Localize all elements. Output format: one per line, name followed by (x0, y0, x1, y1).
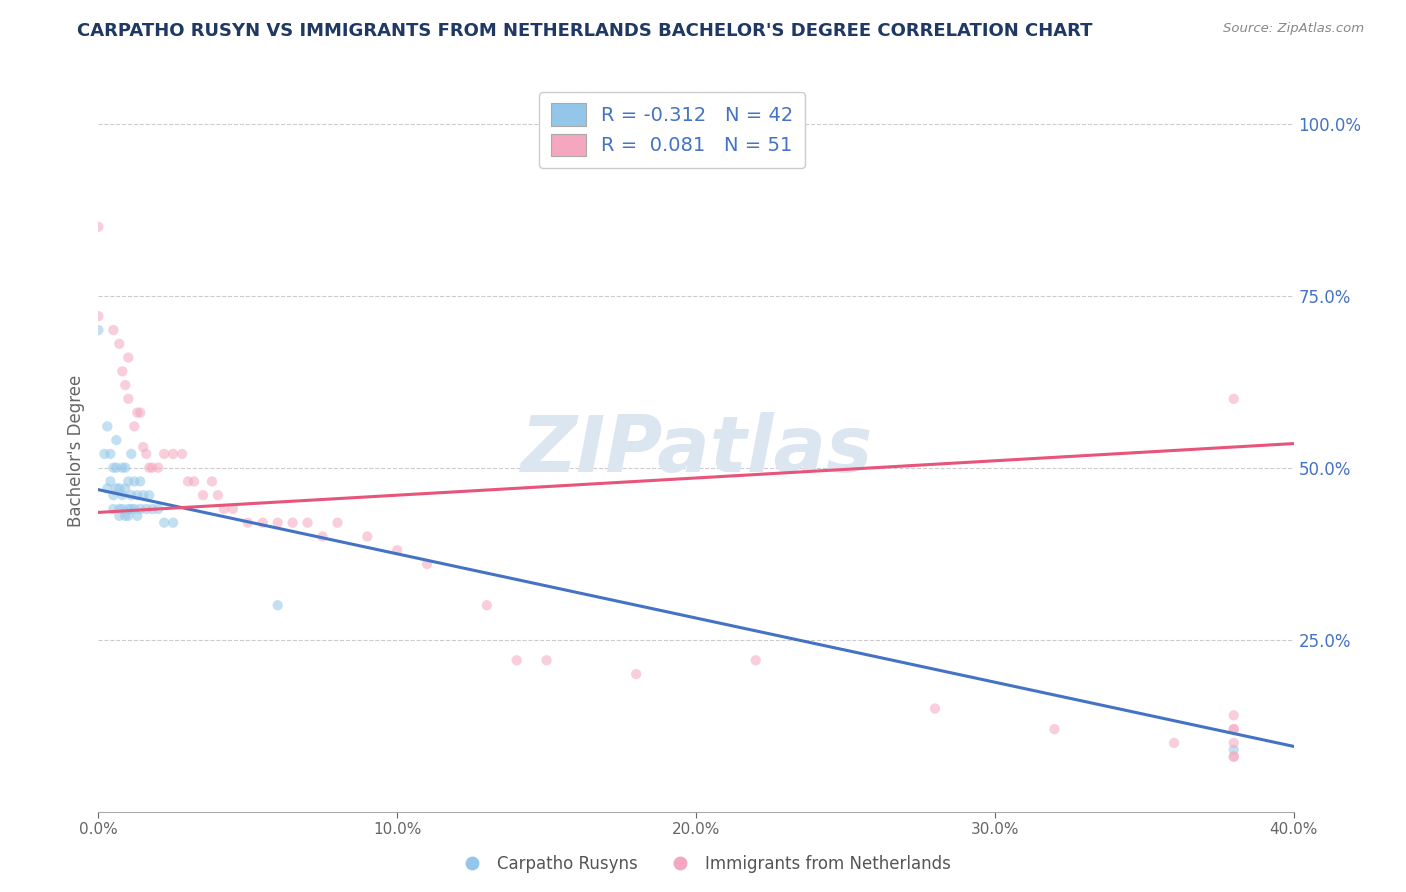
Point (924, 701, 946, 715)
Text: CARPATHO RUSYN VS IMMIGRANTS FROM NETHERLANDS BACHELOR'S DEGREE CORRELATION CHAR: CARPATHO RUSYN VS IMMIGRANTS FROM NETHER… (77, 22, 1092, 40)
Point (117, 475, 139, 489)
Point (267, 516, 290, 530)
Point (236, 516, 259, 530)
Point (111, 364, 134, 378)
Legend: Carpatho Rusyns, Immigrants from Netherlands: Carpatho Rusyns, Immigrants from Netherl… (449, 848, 957, 880)
Point (96, 481, 118, 495)
Point (87, 219, 110, 234)
Point (135, 447, 157, 461)
Y-axis label: Bachelor's Degree: Bachelor's Degree (66, 375, 84, 526)
Point (124, 475, 146, 489)
Point (117, 392, 139, 406)
Point (141, 460, 163, 475)
Point (127, 406, 149, 420)
Point (103, 460, 125, 475)
Point (127, 488, 149, 502)
Point (105, 460, 128, 475)
Point (105, 481, 128, 495)
Point (162, 516, 184, 530)
Point (87, 310, 110, 324)
Point (129, 406, 152, 420)
Point (108, 508, 131, 523)
Point (98, 475, 122, 489)
Point (281, 516, 304, 530)
Point (114, 378, 136, 392)
Point (172, 447, 194, 461)
Point (96, 419, 118, 434)
Point (124, 502, 146, 516)
Point (1223, 749, 1246, 764)
Point (1163, 736, 1185, 750)
Point (148, 502, 170, 516)
Point (111, 502, 134, 516)
Point (108, 481, 131, 495)
Point (1223, 722, 1246, 736)
Point (108, 502, 131, 516)
Point (114, 460, 136, 475)
Point (153, 447, 176, 461)
Point (1223, 743, 1246, 757)
Point (124, 419, 146, 434)
Point (103, 502, 125, 516)
Point (1043, 722, 1066, 736)
Point (201, 475, 224, 489)
Point (311, 529, 333, 543)
Point (416, 557, 439, 571)
Point (93, 447, 115, 461)
Point (120, 488, 142, 502)
Text: ZIPatlas: ZIPatlas (520, 412, 872, 489)
Point (1223, 708, 1246, 723)
Point (138, 460, 160, 475)
Point (127, 508, 149, 523)
Point (356, 529, 378, 543)
Point (536, 653, 558, 667)
Point (267, 599, 290, 613)
Point (117, 508, 139, 523)
Point (114, 481, 136, 495)
Point (105, 433, 128, 447)
Point (103, 488, 125, 502)
Text: Source: ZipAtlas.com: Source: ZipAtlas.com (1223, 22, 1364, 36)
Legend: R = -0.312   N = 42, R =  0.081   N = 51: R = -0.312 N = 42, R = 0.081 N = 51 (538, 92, 806, 168)
Point (153, 516, 176, 530)
Point (114, 508, 136, 523)
Point (117, 351, 139, 365)
Point (111, 460, 134, 475)
Point (138, 488, 160, 502)
Point (162, 447, 184, 461)
Point (1223, 722, 1246, 736)
Point (120, 447, 142, 461)
Point (132, 488, 155, 502)
Point (1223, 392, 1246, 406)
Point (297, 516, 319, 530)
Point (177, 475, 200, 489)
Point (212, 502, 235, 516)
Point (745, 653, 768, 667)
Point (626, 667, 648, 681)
Point (103, 323, 125, 337)
Point (207, 488, 229, 502)
Point (148, 460, 170, 475)
Point (326, 516, 349, 530)
Point (191, 488, 214, 502)
Point (475, 599, 498, 613)
Point (111, 488, 134, 502)
Point (87, 323, 110, 337)
Point (108, 336, 131, 351)
Point (135, 502, 157, 516)
Point (117, 502, 139, 516)
Point (222, 502, 245, 516)
Point (506, 653, 529, 667)
Point (129, 475, 152, 489)
Point (129, 502, 152, 516)
Point (252, 516, 274, 530)
Point (183, 475, 205, 489)
Point (141, 502, 163, 516)
Point (132, 440, 155, 454)
Point (1223, 736, 1246, 750)
Point (98, 447, 122, 461)
Point (385, 543, 409, 558)
Point (1223, 749, 1246, 764)
Point (120, 502, 142, 516)
